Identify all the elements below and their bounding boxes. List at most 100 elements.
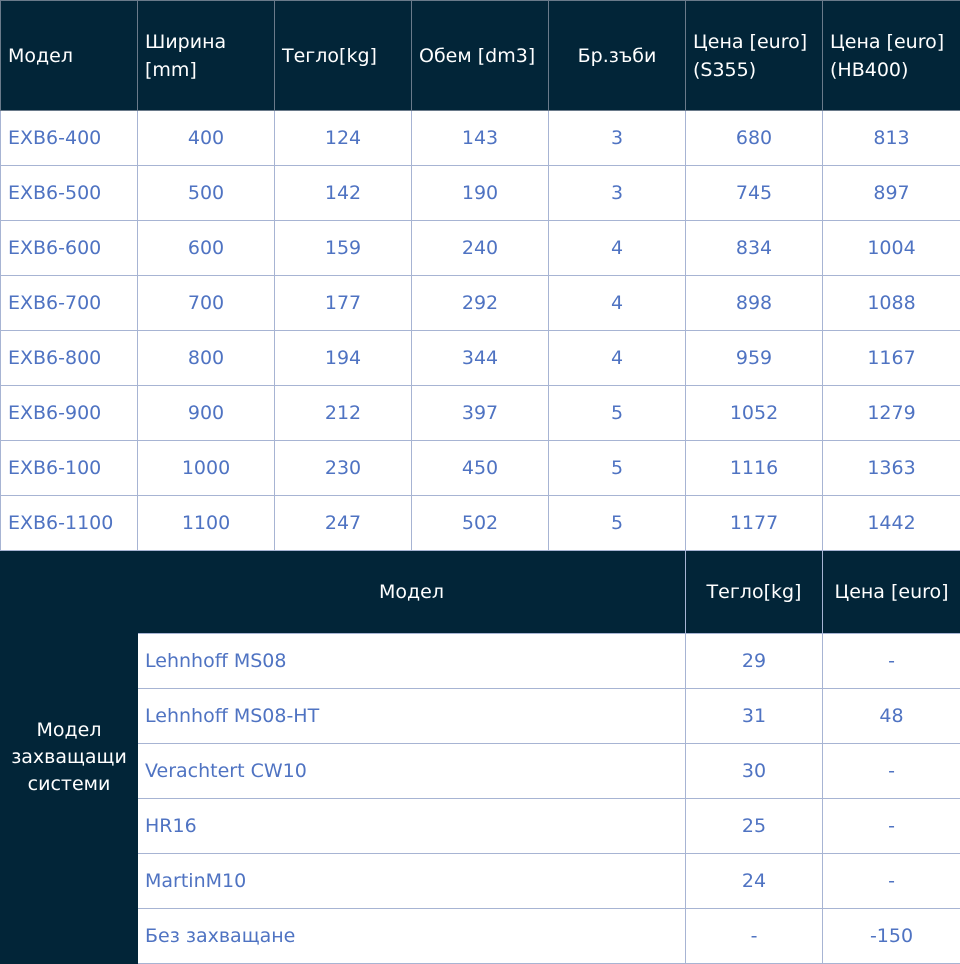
bucket-value-cell: 400	[138, 111, 275, 166]
bucket-value-cell: 813	[823, 111, 960, 166]
coupler-price-cell: 48	[823, 689, 960, 744]
bucket-value-cell: 1363	[823, 441, 960, 496]
bucket-value-cell: 344	[412, 331, 549, 386]
bucket-value-cell: 1177	[686, 496, 823, 551]
bucket-model-cell: EXB6-600	[1, 221, 138, 276]
bucket-model-cell: EXB6-900	[1, 386, 138, 441]
bucket-model-cell: EXB6-500	[1, 166, 138, 221]
bucket-value-cell: 898	[686, 276, 823, 331]
bucket-value-cell: 240	[412, 221, 549, 276]
bucket-header-row: Модел Ширина [mm] Тегло[kg] Обем [dm3] Б…	[1, 1, 960, 111]
bucket-value-cell: 1052	[686, 386, 823, 441]
coupler-side-label: Модел захващащи системи	[1, 551, 138, 964]
coupler-header-weight: Тегло[kg]	[686, 551, 823, 634]
bucket-value-cell: 959	[686, 331, 823, 386]
bucket-value-cell: 212	[275, 386, 412, 441]
coupler-header-model: Модел	[138, 551, 686, 634]
coupler-price-cell: -	[823, 854, 960, 909]
coupler-header-price: Цена [euro]	[823, 551, 960, 634]
bucket-value-cell: 502	[412, 496, 549, 551]
bucket-model-cell: EXB6-100	[1, 441, 138, 496]
coupler-weight-cell: 25	[686, 799, 823, 854]
bucket-value-cell: 1100	[138, 496, 275, 551]
bucket-value-cell: 1167	[823, 331, 960, 386]
bucket-value-cell: 900	[138, 386, 275, 441]
header-model: Модел	[1, 1, 138, 111]
bucket-model-cell: EXB6-400	[1, 111, 138, 166]
bucket-value-cell: 500	[138, 166, 275, 221]
bucket-value-cell: 397	[412, 386, 549, 441]
bucket-model-cell: EXB6-1100	[1, 496, 138, 551]
bucket-value-cell: 292	[412, 276, 549, 331]
header-price-s355: Цена [euro] (S355)	[686, 1, 823, 111]
coupler-price-cell: -	[823, 744, 960, 799]
coupler-model-cell: Lehnhoff MS08-HT	[138, 689, 686, 744]
bucket-value-cell: 247	[275, 496, 412, 551]
bucket-value-cell: 4	[549, 221, 686, 276]
bucket-value-cell: 5	[549, 441, 686, 496]
coupler-row: Без захващане--150	[1, 909, 960, 964]
bucket-value-cell: 600	[138, 221, 275, 276]
coupler-model-cell: HR16	[138, 799, 686, 854]
bucket-value-cell: 680	[686, 111, 823, 166]
coupler-weight-cell: 30	[686, 744, 823, 799]
bucket-value-cell: 230	[275, 441, 412, 496]
bucket-value-cell: 177	[275, 276, 412, 331]
bucket-value-cell: 3	[549, 111, 686, 166]
header-volume: Обем [dm3]	[412, 1, 549, 111]
coupler-model-cell: Без захващане	[138, 909, 686, 964]
coupler-weight-cell: 24	[686, 854, 823, 909]
header-price-hb400: Цена [euro] (HB400)	[823, 1, 960, 111]
header-width: Ширина [mm]	[138, 1, 275, 111]
bucket-value-cell: 834	[686, 221, 823, 276]
bucket-value-cell: 745	[686, 166, 823, 221]
bucket-value-cell: 4	[549, 331, 686, 386]
coupler-price-cell: -	[823, 799, 960, 854]
header-weight: Тегло[kg]	[275, 1, 412, 111]
bucket-value-cell: 190	[412, 166, 549, 221]
bucket-value-cell: 1279	[823, 386, 960, 441]
bucket-value-cell: 159	[275, 221, 412, 276]
bucket-value-cell: 5	[549, 496, 686, 551]
coupler-price-cell: -150	[823, 909, 960, 964]
coupler-weight-cell: -	[686, 909, 823, 964]
coupler-model-cell: MartinM10	[138, 854, 686, 909]
bucket-value-cell: 450	[412, 441, 549, 496]
header-teeth: Бр.зъби	[549, 1, 686, 111]
coupler-header-row: Модел захващащи системи Модел Тегло[kg] …	[1, 551, 960, 634]
coupler-model-cell: Verachtert CW10	[138, 744, 686, 799]
bucket-model-cell: EXB6-700	[1, 276, 138, 331]
bucket-value-cell: 700	[138, 276, 275, 331]
coupler-weight-cell: 31	[686, 689, 823, 744]
bucket-value-cell: 800	[138, 331, 275, 386]
bucket-value-cell: 3	[549, 166, 686, 221]
bucket-value-cell: 1116	[686, 441, 823, 496]
bucket-value-cell: 1088	[823, 276, 960, 331]
bucket-value-cell: 4	[549, 276, 686, 331]
bucket-value-cell: 142	[275, 166, 412, 221]
bucket-value-cell: 124	[275, 111, 412, 166]
bucket-value-cell: 1004	[823, 221, 960, 276]
bucket-value-cell: 1000	[138, 441, 275, 496]
coupler-weight-cell: 29	[686, 634, 823, 689]
bucket-value-cell: 5	[549, 386, 686, 441]
coupler-model-cell: Lehnhoff MS08	[138, 634, 686, 689]
bucket-value-cell: 143	[412, 111, 549, 166]
bucket-value-cell: 1442	[823, 496, 960, 551]
coupler-price-cell: -	[823, 634, 960, 689]
bucket-value-cell: 897	[823, 166, 960, 221]
bucket-value-cell: 194	[275, 331, 412, 386]
